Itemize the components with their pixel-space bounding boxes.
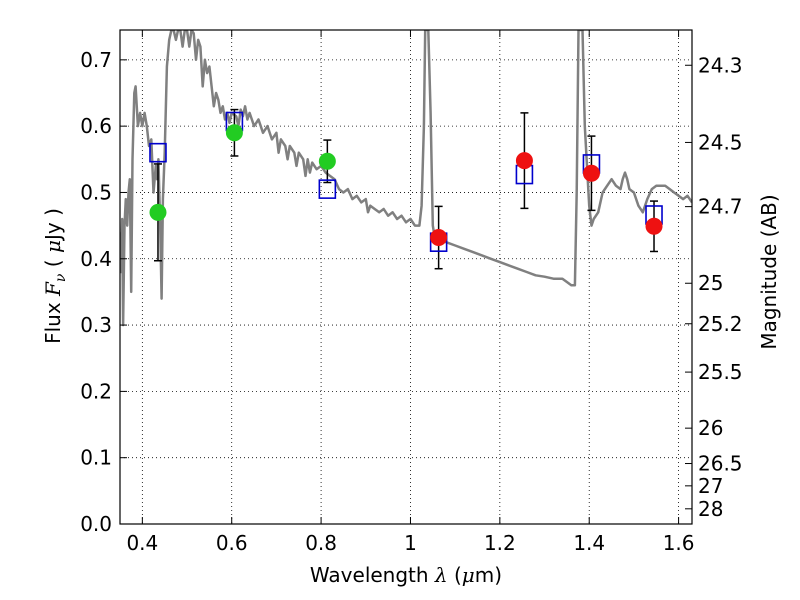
axis-ticks (120, 30, 692, 525)
y-axis-label-prefix: Flux (41, 296, 65, 344)
y2-tick-label: 24.7 (698, 195, 743, 219)
y-tick-label: 0.0 (80, 512, 112, 536)
grid (120, 30, 692, 525)
model-photometry-square (318, 179, 337, 199)
y2-tick-label: 24.5 (698, 130, 743, 154)
x-axis-symbol: λ (434, 563, 448, 587)
y2-tick-label: 26.5 (698, 452, 743, 476)
y-axis-unit: Jy ) (41, 208, 65, 242)
plot-frame (119, 29, 693, 525)
x-tick-label: 0.6 (216, 531, 248, 555)
x-axis-label-prefix: Wavelength (310, 563, 435, 587)
x-tick-label: 1.2 (484, 531, 516, 555)
y-tick-label: 0.6 (80, 114, 112, 138)
x-tick-label: 0.4 (126, 531, 158, 555)
y-axis-label: Flux Fν ( μJy ) (41, 208, 69, 344)
x-tick-label: 1.6 (663, 531, 695, 555)
x-axis-unit-symbol: μ (462, 563, 475, 587)
y-axis-symbol: F (41, 281, 65, 297)
observed-point (645, 217, 663, 235)
x-axis-label-suffix: ( (448, 563, 462, 587)
x-axis-unit: m) (475, 563, 502, 587)
observed-point (430, 229, 448, 247)
x-tick-label: 0.8 (305, 531, 337, 555)
y-axis-subscript: ν (53, 273, 69, 282)
y-tick-label: 0.5 (80, 180, 112, 204)
y2-tick-label: 25 (698, 271, 723, 295)
y2-tick-label: 26 (698, 416, 723, 440)
observed-markers (149, 124, 663, 247)
observed-point (515, 152, 533, 170)
y2-tick-label: 25.2 (698, 312, 743, 336)
y-tick-label: 0.1 (80, 446, 112, 470)
observed-point (149, 203, 167, 221)
y2-tick-label: 25.5 (698, 360, 743, 384)
y2-tick-label: 24.3 (698, 53, 743, 77)
x-tick-label: 1.4 (573, 531, 605, 555)
y2-axis-label: Magnitude (AB) (757, 194, 781, 349)
model-spectrum (120, 30, 692, 327)
model-photometry-square (149, 142, 167, 163)
observed-point (318, 152, 336, 170)
y-axis-unit-symbol: μ (41, 240, 65, 253)
y-tick-label: 0.7 (80, 48, 112, 72)
y-axis-label-mid: ( (41, 253, 65, 274)
x-axis-label: Wavelength λ (μm) (310, 563, 502, 587)
observed-point (225, 124, 243, 142)
observed-point (582, 164, 600, 182)
y-tick-label: 0.4 (80, 247, 112, 271)
y-tick-label: 0.2 (80, 379, 112, 403)
y-tick-label: 0.3 (80, 313, 112, 337)
y2-tick-label: 27 (698, 474, 723, 498)
y2-tick-label: 28 (698, 497, 723, 521)
x-tick-label: 1 (404, 531, 417, 555)
spectrum-line (120, 30, 692, 327)
tick-labels: 0.4 0.6 0.8 1 1.2 1.4 1.6 0.0 0.1 0.2 0.3 0.4 0.5 0.6… (80, 48, 742, 555)
